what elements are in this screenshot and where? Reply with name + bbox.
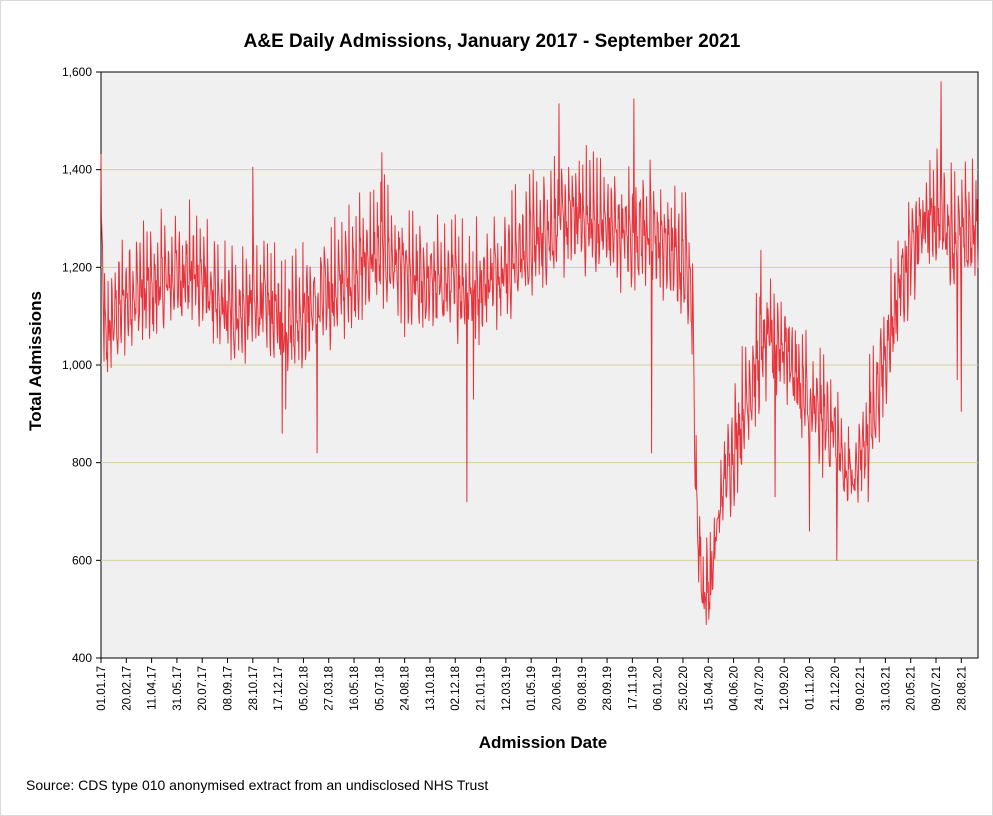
y-tick-label: 1,000 [62, 358, 92, 372]
x-tick-label: 17.11.19 [627, 666, 639, 710]
x-tick-label: 24.08.18 [400, 666, 412, 711]
x-tick-label: 06.01.20 [653, 666, 665, 711]
x-tick-label: 20.06.19 [551, 666, 563, 711]
y-tick-label: 1,400 [62, 163, 92, 177]
x-tick-label: 28.10.17 [248, 666, 260, 711]
admissions-series-line [100, 81, 979, 626]
x-tick-label: 27.03.18 [324, 666, 336, 711]
x-tick-label: 04.06.20 [729, 666, 741, 711]
x-tick-label: 02.12.18 [450, 666, 462, 711]
y-tick-label: 400 [72, 651, 92, 665]
x-tick-label: 28.08.21 [956, 666, 968, 711]
x-tick-label: 21.12.20 [830, 666, 842, 711]
x-tick-label: 25.02.20 [678, 666, 690, 711]
x-tick-label: 21.01.19 [476, 666, 488, 711]
x-tick-label: 31.05.17 [172, 666, 184, 711]
y-tick-label: 600 [72, 553, 92, 567]
x-tick-label: 20.05.21 [906, 666, 918, 711]
x-tick-label: 12.03.19 [501, 666, 513, 711]
x-tick-label: 24.07.20 [754, 666, 766, 711]
chart-title: A&E Daily Admissions, January 2017 - Sep… [244, 31, 741, 52]
x-tick-label: 31.03.21 [880, 666, 892, 711]
y-axis-ticks: 400 600 800 1,000 1,200 1,400 1,600 [62, 65, 101, 665]
x-tick-label: 12.09.20 [779, 666, 791, 711]
x-tick-label: 09.07.21 [931, 666, 943, 711]
series-layer [100, 81, 979, 626]
y-tick-label: 800 [72, 456, 92, 470]
x-tick-label: 09.08.19 [577, 666, 589, 711]
x-tick-label: 05.02.18 [298, 666, 310, 711]
x-tick-label: 11.04.17 [147, 666, 159, 710]
x-tick-label: 17.12.17 [273, 666, 285, 711]
source-note: Source: CDS type 010 anonymised extract … [26, 777, 488, 793]
x-tick-label: 09.02.21 [855, 666, 867, 711]
y-axis-title: Total Admissions [26, 291, 45, 431]
x-axis-title: Admission Date [479, 733, 607, 752]
x-tick-label: 08.09.17 [223, 666, 235, 711]
x-tick-label: 20.07.17 [197, 666, 209, 711]
x-tick-label: 16.05.18 [349, 666, 361, 711]
x-tick-label: 20.02.17 [121, 666, 133, 711]
y-tick-label: 1,600 [62, 65, 92, 79]
x-tick-label: 05.07.18 [374, 666, 386, 711]
gridlines [101, 169, 978, 561]
y-tick-label: 1,200 [62, 260, 92, 274]
x-tick-label: 13.10.18 [425, 666, 437, 711]
x-tick-label: 01.01.17 [96, 666, 108, 711]
x-tick-label: 01.11.20 [804, 666, 816, 710]
x-axis-ticks: 01.01.17 20.02.17 11.04.17 31.05.17 20.07.17… [96, 658, 968, 711]
x-tick-label: 01.05.19 [526, 666, 538, 711]
x-tick-label: 15.04.20 [703, 666, 715, 711]
x-tick-label: 28.09.19 [602, 666, 614, 711]
